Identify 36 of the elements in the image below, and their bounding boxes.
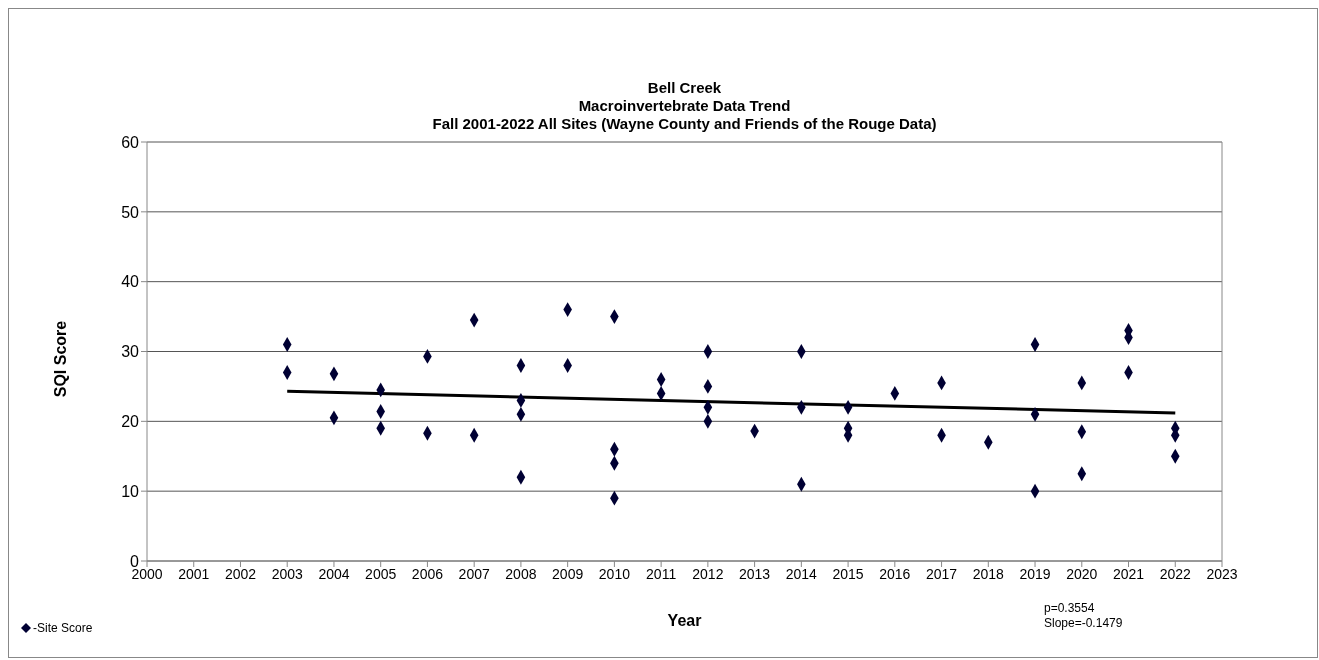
y-tick-label: 60 [121, 133, 140, 151]
y-tick-label: 0 [130, 552, 140, 570]
x-tick-label: 2021 [1112, 565, 1145, 582]
x-tick-label: 2006 [411, 565, 444, 582]
y-tick-label: 50 [121, 203, 140, 221]
x-axis-title: Year [667, 612, 702, 629]
legend-label: -Site Score [33, 621, 93, 635]
x-tick-label: 2019 [1019, 565, 1051, 582]
y-tick-label: 10 [121, 482, 140, 500]
x-tick-label: 2008 [505, 565, 537, 582]
x-tick-label: 2020 [1066, 565, 1098, 582]
x-tick-label: 2017 [925, 565, 958, 582]
y-tick-label: 40 [121, 273, 140, 291]
x-tick-label: 2012 [692, 565, 724, 582]
x-tick-label: 2007 [458, 565, 490, 582]
x-tick-label: 2009 [552, 565, 584, 582]
x-tick-label: 2013 [739, 565, 771, 582]
chart-title: Bell Creek Macroinvertebrate Data Trend Fall 2001-2022 All Sites (Wayne County and Friends of the Rouge Data) [431, 79, 938, 133]
x-tick-label: 2015 [832, 565, 864, 582]
x-tick-label: 2022 [1159, 565, 1192, 582]
x-tick-label: 2004 [318, 565, 350, 582]
x-tick-label: 2001 [178, 565, 210, 582]
x-tick-label: 2018 [972, 565, 1005, 582]
text: Slope=-0.1479 [1044, 616, 1123, 631]
x-tick-label: 2010 [598, 565, 631, 582]
x-tick-label: 2005 [365, 565, 397, 582]
y-tick-label: 20 [121, 413, 140, 431]
x-tick-label: 2016 [879, 565, 911, 582]
y-axis-title: SQI Score [52, 320, 70, 398]
x-tick-label: 2002 [224, 565, 257, 582]
y-tick-label: 30 [121, 343, 140, 361]
x-tick-label: 2011 [646, 565, 677, 582]
text: p=0.3554 [1044, 601, 1096, 616]
x-tick-label: 2003 [271, 565, 303, 582]
x-tick-label: 2023 [1206, 565, 1238, 582]
x-tick-label: 2014 [785, 565, 818, 582]
